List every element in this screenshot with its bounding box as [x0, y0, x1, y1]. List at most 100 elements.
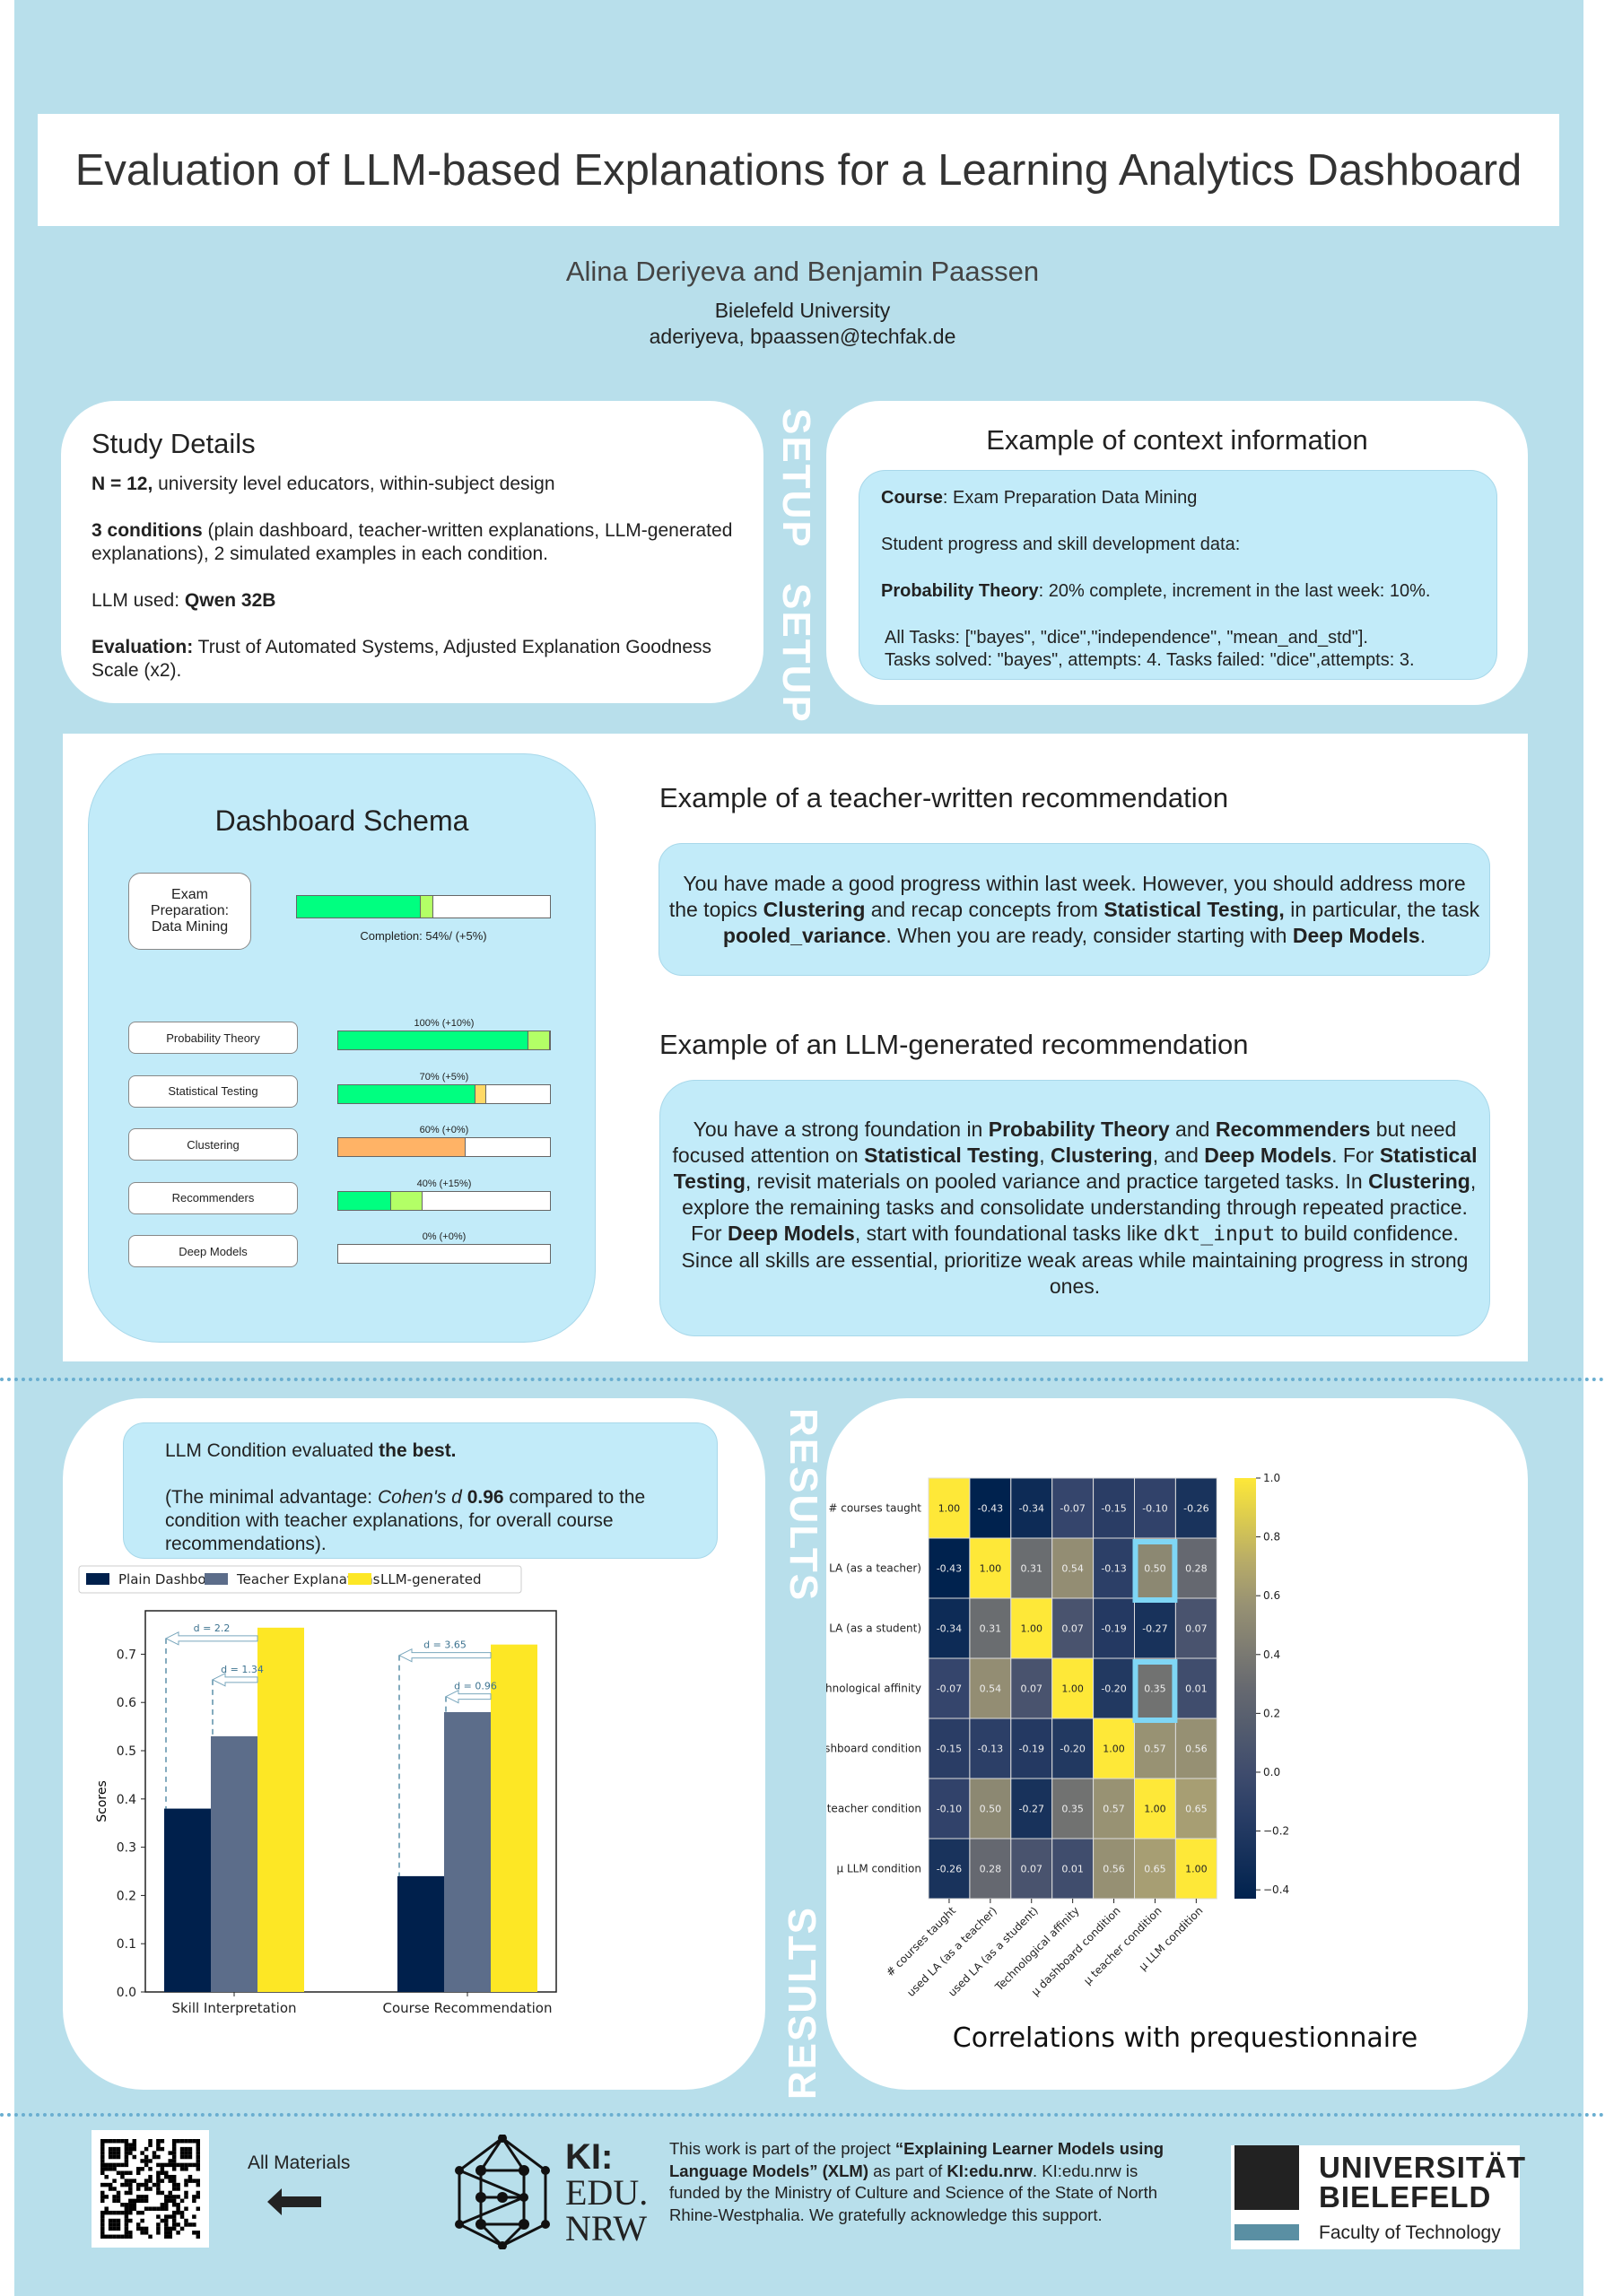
bar-teacher-explanations [211, 1735, 257, 1992]
heatmap-row-label: μ dashboard condition [826, 1743, 921, 1755]
qr-module [196, 2206, 201, 2211]
qr-module [112, 2195, 117, 2199]
heatmap-cell [1051, 1477, 1095, 1539]
qr-module [124, 2143, 129, 2147]
qr-module [108, 2139, 113, 2144]
qr-module [188, 2146, 193, 2152]
qr-module [132, 2206, 137, 2211]
qr-module [184, 2222, 188, 2227]
qr-module [132, 2179, 137, 2183]
x-tick-label: Skill Interpretation [171, 2000, 296, 2016]
qr-module [171, 2214, 177, 2219]
qr-module [171, 2187, 177, 2191]
heatmap-cell-value: 0.31 [980, 1623, 1002, 1635]
heatmap-cell-value: -0.26 [1183, 1503, 1208, 1515]
qr-module [171, 2179, 177, 2183]
context-title: Example of context information [986, 424, 1368, 456]
qr-module [128, 2231, 133, 2235]
annotation-arrow [164, 1631, 258, 1646]
text-segment: Cohen's d [377, 1487, 462, 1508]
qr-module [179, 2151, 185, 2155]
colorbar-tick-label: 0.8 [1263, 1531, 1280, 1544]
text-segment: Deep Models [1292, 923, 1420, 947]
heatmap-cell [1134, 1718, 1176, 1779]
qr-code[interactable] [92, 2130, 209, 2248]
qr-module [100, 2214, 105, 2219]
qr-module [100, 2210, 105, 2215]
heatmap-row-label: used LA (as a student) [826, 1622, 921, 1635]
annotation-label: d = 1.34 [221, 1664, 264, 1675]
qr-module [108, 2226, 113, 2231]
qr-module [156, 2226, 161, 2231]
qr-module [176, 2203, 180, 2207]
skill-progress-label: 0% (+0%) [422, 1231, 467, 1242]
poster-title: Evaluation of LLM-based Explanations for… [38, 114, 1559, 226]
qr-module [100, 2222, 105, 2227]
heatmap-cell-value: -0.15 [937, 1744, 962, 1755]
qr-module [124, 2234, 129, 2239]
skill-box[interactable]: Probability Theory [128, 1022, 298, 1054]
skill-progress-label: 40% (+15%) [416, 1178, 472, 1189]
heatmap-cell-value: 0.65 [1144, 1864, 1166, 1875]
qr-module [176, 2182, 180, 2187]
text-segment: Recommenders [1215, 1118, 1371, 1141]
y-tick-label: 0.6 [117, 1696, 136, 1710]
heatmap-cell [928, 1657, 971, 1719]
skill-progress-bar [337, 1083, 551, 1104]
heatmap-cell [928, 1838, 971, 1900]
text-segment: the best. [379, 1440, 457, 1461]
heatmap-cell [928, 1597, 971, 1659]
qr-module [179, 2214, 185, 2219]
qr-module [171, 2218, 177, 2223]
qr-module [104, 2210, 109, 2215]
acknowledgement-text: This work is part of the project “Explai… [669, 2138, 1190, 2226]
text-segment: “Explaining Learner Models using Languag… [669, 2139, 1164, 2180]
colorbar-tick-label: 0.0 [1263, 1766, 1280, 1779]
heatmap-cell-value: -0.34 [937, 1623, 962, 1635]
qr-module [120, 2174, 125, 2179]
qr-module [171, 2210, 177, 2215]
heatmap-cell [1093, 1778, 1136, 1839]
qr-module [144, 2146, 149, 2152]
heatmap-cell [1134, 1477, 1176, 1539]
qr-module [156, 2182, 161, 2187]
text-segment: This work is part of the project [669, 2139, 895, 2158]
text-segment: Qwen 32B [184, 590, 276, 611]
qr-module [156, 2162, 161, 2168]
emails: aderiyeva, bpaassen@techfak.de [649, 325, 956, 348]
heatmap-cell [1174, 1477, 1217, 1539]
skill-box[interactable]: Recommenders [128, 1181, 298, 1214]
qr-module [144, 2187, 149, 2191]
qr-module [100, 2146, 105, 2152]
bar-chart: Plain Dashboard Teacher Explanations LLM-g… [78, 1565, 557, 2016]
qr-module [168, 2159, 172, 2163]
bar-llm-generated [491, 1644, 537, 1992]
qr-module [104, 2162, 109, 2168]
qr-module [116, 2222, 121, 2227]
qr-module [128, 2203, 133, 2207]
qr-module [124, 2154, 129, 2160]
qr-module [112, 2179, 117, 2183]
skill-box[interactable]: Clustering [128, 1128, 298, 1161]
university-line-1: UNIVERSITÄT [1319, 2151, 1527, 2184]
qr-module [168, 2174, 172, 2179]
qr-module [156, 2146, 161, 2152]
course-box[interactable]: Exam Preparation: Data Mining [128, 873, 251, 950]
qr-module [140, 2226, 144, 2231]
skill-box[interactable]: Deep Models [128, 1235, 298, 1267]
qr-module [144, 2162, 149, 2168]
skill-box[interactable]: Statistical Testing [128, 1074, 298, 1108]
skill-progress-bar [337, 1190, 551, 1211]
qr-module [112, 2146, 117, 2152]
text-segment: to build confidence. Since all skills ar… [681, 1222, 1469, 1298]
study-detail-item: 3 conditions (plain dashboard, teacher-w… [92, 519, 733, 566]
qr-module [100, 2231, 105, 2235]
text-segment: All Tasks: ["bayes", "dice","independenc… [885, 628, 1368, 648]
qr-module [192, 2198, 196, 2204]
qr-module [188, 2162, 193, 2168]
qr-module [104, 2234, 109, 2239]
text-segment: N = 12, [92, 474, 153, 494]
y-tick-label: 0.3 [117, 1841, 136, 1856]
heatmap-cell-value: 0.07 [1061, 1623, 1084, 1635]
text-segment: as part of [868, 2161, 947, 2180]
